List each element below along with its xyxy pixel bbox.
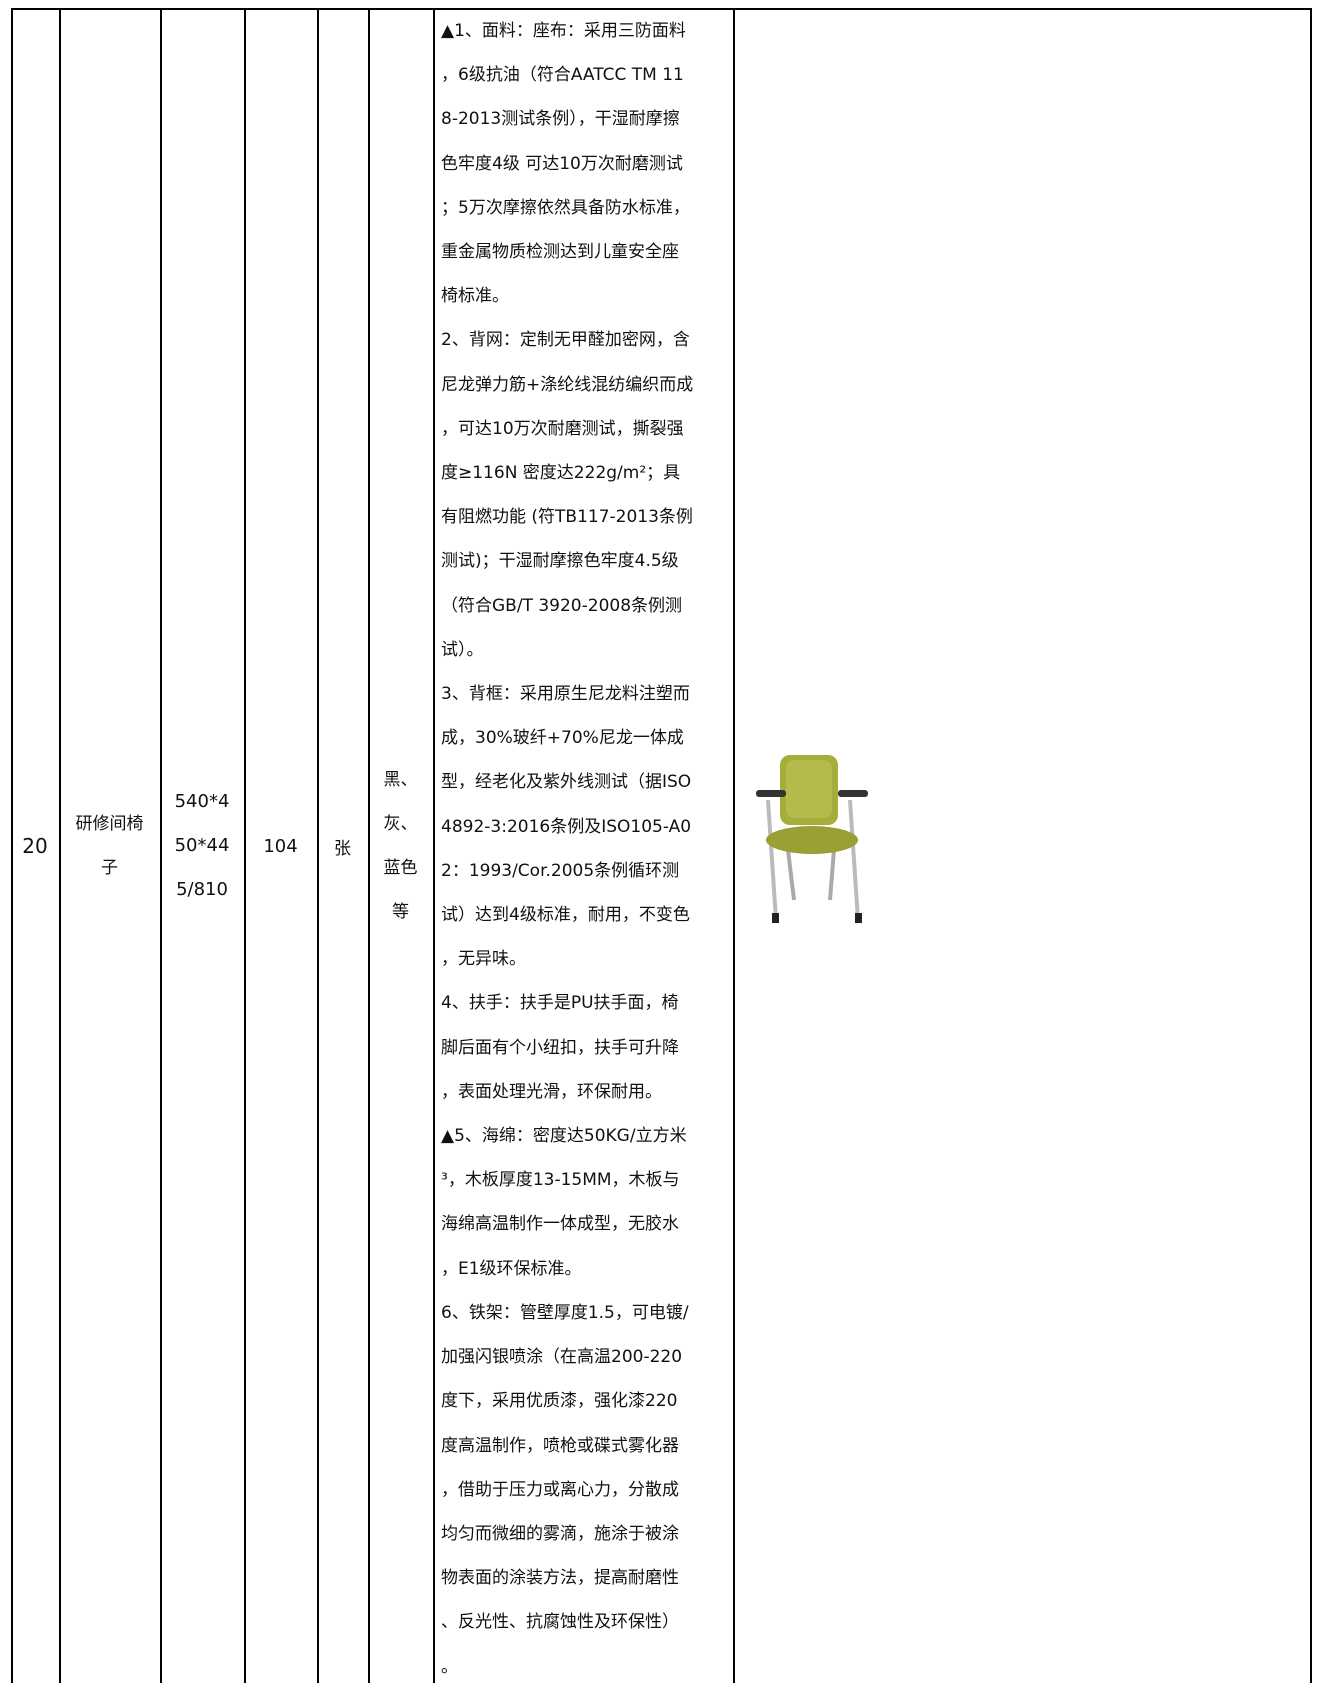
unit-cell: 张 [317,9,368,1683]
description-line: 2：1993/Cor.2005条例循环测 [441,860,680,881]
table-border [244,9,246,1683]
description-line: 尼龙弹力筋+涤纶线混纺编织而成 [441,374,694,395]
description-line: 。 [441,1656,458,1677]
description-line: 6、铁架：管壁厚度1.5，可电镀/ [441,1302,689,1323]
description-line: 4、扶手：扶手是PU扶手面，椅 [441,993,679,1014]
description-line: 3、背框：采用原生尼龙料注塑而 [441,684,690,705]
table-border [733,9,735,1683]
description-line: 型，经老化及紫外线测试（据ISO [441,772,692,793]
color-line: 黑、 [383,769,418,790]
description-line: ▲1、面料：座布：采用三防面料 [441,21,686,41]
row-number: 20 [11,9,59,1683]
name-line: 研修间椅 [75,813,144,834]
description-line: 椅标准。 [441,286,509,307]
description-line: 测试)；干湿耐摩擦色牢度4.5级 [441,551,679,572]
description-line: 均匀而微细的雾滴，施涂于被涂 [441,1523,679,1544]
color-cell: 黑、 灰、 蓝色等 [368,9,433,1683]
description-line: 度≥116N 密度达222g/m²；具 [441,463,681,484]
description-line: 4892-3:2016条例及ISO105-A0 [441,816,692,837]
description-line: ▲5、海绵：密度达50KG/立方米 [441,1126,687,1147]
description-line: ，借助于压力或离心力，分散成 [441,1479,679,1500]
description-line: 、反光性、抗腐蚀性及环保性） [441,1612,679,1633]
chair-image [756,755,868,923]
description-line: 有阻燃功能 (符TB117-2013条例 [441,507,693,528]
table-border [11,8,1312,10]
description-line: 海绵高温制作一体成型，无胶水 [441,1214,679,1235]
description-line: 试）。 [441,639,484,660]
description-cell: ▲1、面料：座布：采用三防面料 ，6级抗油（符合AATCC TM 11 8-2013… [441,9,693,1689]
description-line: ³，木板厚度13-15MM，木板与 [441,1170,680,1191]
description-line: ，无异味。 [441,949,526,970]
name-line: 子 [101,858,118,878]
table-border [160,9,162,1683]
table-border [368,9,370,1683]
table-border [433,9,435,1683]
number-text: 20 [22,834,48,858]
description-line: 试）达到4级标准，耐用，不变色 [441,905,690,926]
description-line: （符合GB/T 3920-2008条例测 [441,595,683,616]
description-line: 物表面的涂装方法，提高耐磨性 [441,1568,679,1589]
unit-text: 张 [334,838,351,859]
color-line: 蓝色 [383,858,418,878]
table-border [11,9,13,1683]
color-line: 等 [392,902,409,923]
name-cell: 研修间椅子 [59,9,160,1683]
quantity-text: 104 [263,835,298,857]
description-line: ，可达10万次耐磨测试，撕裂强 [441,418,684,439]
quantity-cell: 104 [244,9,317,1683]
table-border [59,9,61,1683]
description-line: ，6级抗油（符合AATCC TM 11 [441,65,684,86]
description-line: 2、背网：定制无甲醛加密网，含 [441,330,690,351]
size-line: 540*4 [174,790,230,812]
size-line: 5/810 [176,879,228,901]
description-line: ，表面处理光滑，环保耐用。 [441,1081,662,1102]
description-line: 重金属物质检测达到儿童安全座 [441,242,679,263]
description-line: ；5万次摩擦依然具备防水标准， [441,197,690,218]
color-line: 灰、 [383,813,418,834]
description-line: 度高温制作，喷枪或碟式雾化器 [441,1435,679,1456]
description-line: 度下，采用优质漆，强化漆220 [441,1391,678,1412]
description-line: 加强闪银喷涂（在高温200-220 [441,1347,683,1368]
description-line: 脚后面有个小纽扣，扶手可升降 [441,1037,679,1058]
description-line: 8-2013测试条例），干湿耐摩擦 [441,109,680,130]
size-line: 50*44 [174,834,230,856]
description-line: ，E1级环保标准。 [441,1258,582,1279]
description-line: 色牢度4级 可达10万次耐磨测试 [441,153,683,174]
table-border [1310,9,1312,1683]
description-line: 成，30%玻纤+70%尼龙一体成 [441,728,684,749]
size-cell: 540*4 50*44 5/810 [160,9,244,1683]
table-border [317,9,319,1683]
